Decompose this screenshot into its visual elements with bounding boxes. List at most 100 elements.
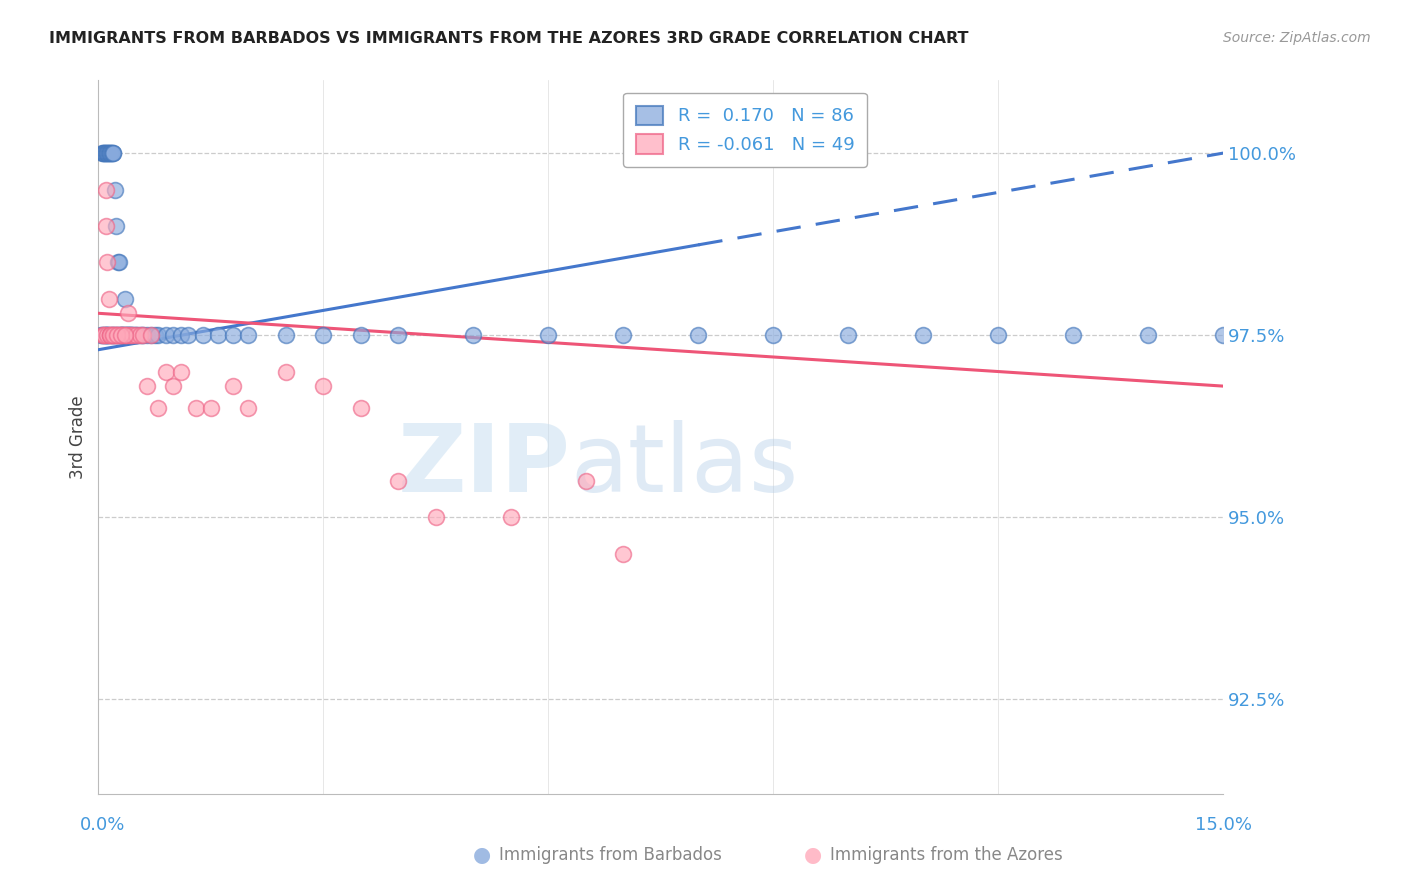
Point [107,328,129,343]
Point [148,328,170,343]
Point [612,328,634,343]
Point [105,328,128,343]
Point [463,328,485,343]
Point [117,328,139,343]
Point [987,328,1010,343]
Point [274,328,297,343]
Point [100,146,122,161]
Point [170,365,193,379]
Point [96,328,118,343]
Point [387,474,409,488]
Point [120,328,142,343]
Point [118,328,141,343]
Point [207,328,229,343]
Point [110,328,132,343]
Point [118,328,141,343]
Point [312,328,335,343]
Point [105,328,128,343]
Text: 15.0%: 15.0% [1195,816,1251,834]
Point [97,292,120,306]
Point [104,328,127,343]
Point [125,328,148,343]
Point [139,328,162,343]
Point [1062,328,1084,343]
Text: ●: ● [804,845,821,864]
Point [91,146,114,161]
Point [155,328,177,343]
Point [98,328,121,343]
Point [103,146,125,161]
Point [136,328,159,343]
Point [93,146,115,161]
Point [101,328,124,343]
Point [612,547,634,561]
Point [125,328,148,343]
Point [114,328,136,343]
Point [350,401,373,415]
Point [94,328,117,343]
Point [425,510,447,524]
Point [93,328,115,343]
Point [575,474,598,488]
Point [117,328,139,343]
Point [94,328,117,343]
Point [94,182,117,196]
Point [115,328,138,343]
Point [1137,328,1160,343]
Point [112,328,135,343]
Point [148,401,170,415]
Point [387,328,409,343]
Point [122,328,145,343]
Point [128,328,150,343]
Point [108,255,131,269]
Point [98,328,121,343]
Point [1212,328,1234,343]
Point [837,328,859,343]
Point [91,328,114,343]
Text: IMMIGRANTS FROM BARBADOS VS IMMIGRANTS FROM THE AZORES 3RD GRADE CORRELATION CHA: IMMIGRANTS FROM BARBADOS VS IMMIGRANTS F… [49,31,969,46]
Point [912,328,935,343]
Point [107,255,129,269]
Point [93,328,115,343]
Point [104,182,127,196]
Point [222,379,245,393]
Point [97,146,120,161]
Point [93,328,115,343]
Point [177,328,200,343]
Point [238,328,260,343]
Point [94,146,117,161]
Point [108,328,131,343]
Point [114,328,136,343]
Point [131,328,153,343]
Point [200,401,222,415]
Point [136,379,159,393]
Point [94,219,117,233]
Point [114,328,136,343]
Point [98,328,121,343]
Point [105,219,128,233]
Point [117,306,139,320]
Point [105,328,128,343]
Point [115,328,138,343]
Point [238,401,260,415]
Y-axis label: 3rd Grade: 3rd Grade [69,395,87,479]
Point [162,328,184,343]
Text: ZIP: ZIP [398,419,571,512]
Point [118,328,141,343]
Legend: R =  0.170   N = 86, R = -0.061   N = 49: R = 0.170 N = 86, R = -0.061 N = 49 [623,93,868,167]
Point [111,328,134,343]
Text: Immigrants from the Azores: Immigrants from the Azores [830,846,1063,863]
Point [105,328,128,343]
Text: 0.0%: 0.0% [80,816,125,834]
Point [96,146,118,161]
Point [120,328,142,343]
Point [103,328,125,343]
Point [121,328,143,343]
Point [98,146,121,161]
Point [101,328,124,343]
Point [184,401,207,415]
Text: atlas: atlas [571,419,799,512]
Point [96,328,118,343]
Point [127,328,149,343]
Text: ●: ● [474,845,491,864]
